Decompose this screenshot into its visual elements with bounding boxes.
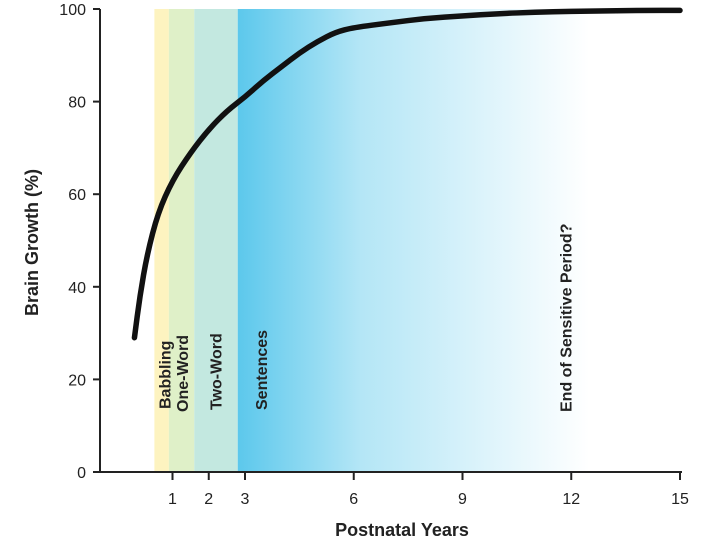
band-two-word [194,9,238,472]
band-one-word [168,9,195,472]
x-tick-label: 12 [562,491,580,508]
stage-labels: Babbling One-Word Two-Word Sentences End of … [157,224,575,412]
x-tick-label: 9 [458,491,467,508]
band-label-one-word: One-Word [175,335,192,412]
y-tick-label: 60 [68,187,86,204]
band-label-babbling: Babbling [157,341,174,409]
band-label-sentences: Sentences [254,330,271,410]
y-tick-label: 100 [59,2,86,19]
x-axis-title: Postnatal Years [335,520,469,540]
end-sensitive-period-label: End of Sensitive Period? [558,224,575,412]
y-tick-label: 0 [77,465,86,482]
x-tick-label: 3 [241,491,250,508]
band-label-two-word: Two-Word [208,333,225,410]
stage-bands [154,9,590,472]
x-tick-label: 6 [349,491,358,508]
brain-growth-line [131,7,683,341]
y-axis-title: Brain Growth (%) [22,169,42,316]
y-tick-label: 40 [68,280,86,297]
band-sentences [237,9,590,472]
x-tick-label: 2 [204,491,213,508]
band-babbling [154,9,169,472]
series-layer [131,7,683,341]
y-tick-label: 80 [68,95,86,112]
x-tick-label: 1 [168,491,177,508]
y-tick-label: 20 [68,372,86,389]
x-tick-label: 15 [671,491,689,508]
